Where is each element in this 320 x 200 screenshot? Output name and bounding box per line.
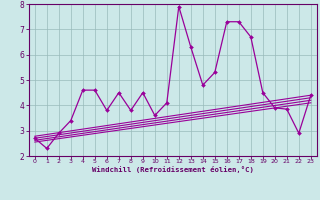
X-axis label: Windchill (Refroidissement éolien,°C): Windchill (Refroidissement éolien,°C) <box>92 166 254 173</box>
